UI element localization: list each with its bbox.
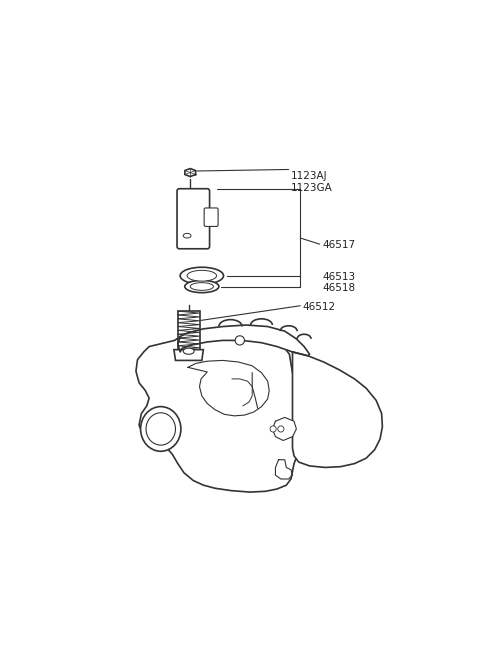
FancyBboxPatch shape <box>177 189 210 249</box>
Circle shape <box>270 426 276 432</box>
Polygon shape <box>136 336 312 492</box>
Circle shape <box>235 336 244 345</box>
Circle shape <box>278 426 284 432</box>
Text: 46512: 46512 <box>302 303 336 312</box>
Ellipse shape <box>185 280 219 293</box>
Ellipse shape <box>146 413 176 445</box>
Ellipse shape <box>180 267 224 284</box>
Ellipse shape <box>183 348 194 354</box>
Polygon shape <box>174 350 204 360</box>
Polygon shape <box>272 417 296 441</box>
FancyBboxPatch shape <box>204 208 218 227</box>
Text: 46517: 46517 <box>322 240 355 250</box>
Ellipse shape <box>183 233 191 238</box>
Polygon shape <box>178 311 200 350</box>
Polygon shape <box>178 325 310 356</box>
Polygon shape <box>292 352 383 468</box>
Polygon shape <box>185 168 195 177</box>
Text: 46513: 46513 <box>322 272 355 282</box>
Ellipse shape <box>141 407 181 451</box>
Text: 46518: 46518 <box>322 283 355 293</box>
Ellipse shape <box>190 283 214 290</box>
Text: 1123AJ
1123GA: 1123AJ 1123GA <box>291 171 333 193</box>
Ellipse shape <box>187 271 216 281</box>
